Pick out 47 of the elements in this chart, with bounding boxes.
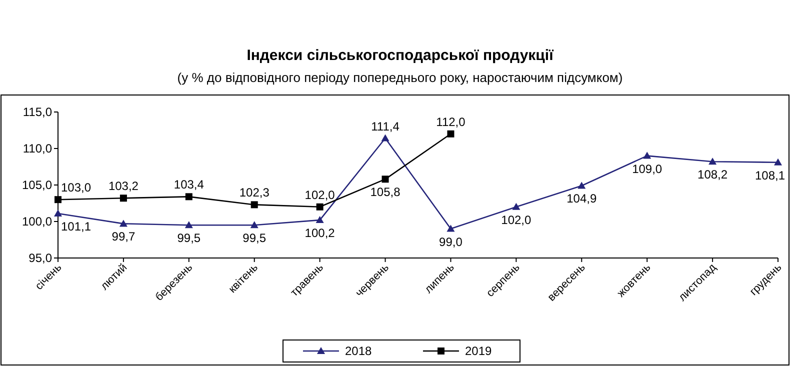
data-label: 108,1 <box>754 168 786 182</box>
data-label: 101,1 <box>60 219 92 234</box>
data-label: 100,2 <box>304 226 336 240</box>
y-tick-label: 100,0 <box>22 214 52 229</box>
data-label: 99,5 <box>242 231 266 246</box>
point <box>250 201 258 208</box>
point <box>708 158 717 165</box>
data-label: 99,7 <box>112 230 136 244</box>
point <box>120 194 127 202</box>
data-label: 102,0 <box>501 212 532 227</box>
point <box>185 193 192 200</box>
point <box>774 158 782 166</box>
point <box>250 221 258 228</box>
data-label: 103,4 <box>174 178 204 192</box>
legend-label: 2018 <box>345 344 372 358</box>
data-label: 102,0 <box>304 188 336 202</box>
data-label: 111,4 <box>371 119 400 134</box>
point <box>447 130 454 138</box>
y-tick-label: 110,0 <box>22 142 52 156</box>
chart-subtitle: (у % до відповідного періоду попереднього року, наростаючим підсумком) <box>177 70 623 85</box>
point <box>316 203 324 210</box>
data-label: 108,2 <box>698 168 728 182</box>
point <box>184 221 193 228</box>
point <box>119 220 128 227</box>
point <box>54 209 62 216</box>
data-label: 112,0 <box>436 114 466 129</box>
point <box>316 216 324 224</box>
point <box>446 224 455 232</box>
data-label: 105,8 <box>370 185 401 200</box>
data-label: 109,0 <box>632 162 662 176</box>
point <box>578 182 586 189</box>
y-tick-label: 105,0 <box>22 178 52 192</box>
legend-label: 2019 <box>465 344 492 358</box>
point <box>54 196 62 204</box>
chart-title: Індекси сільськогосподарської продукції <box>246 47 554 64</box>
data-label: 102,3 <box>239 186 270 200</box>
point <box>512 202 520 210</box>
data-label: 99,0 <box>439 234 463 249</box>
data-label: 103,2 <box>108 179 139 194</box>
point <box>382 176 389 183</box>
data-label: 103,0 <box>60 180 92 195</box>
y-tick-label: 115,0 <box>22 105 52 120</box>
point <box>381 134 390 142</box>
point <box>643 152 652 159</box>
y-tick-label: 95,0 <box>28 251 52 266</box>
data-label: 104,9 <box>566 192 597 206</box>
data-label: 99,5 <box>177 231 201 246</box>
